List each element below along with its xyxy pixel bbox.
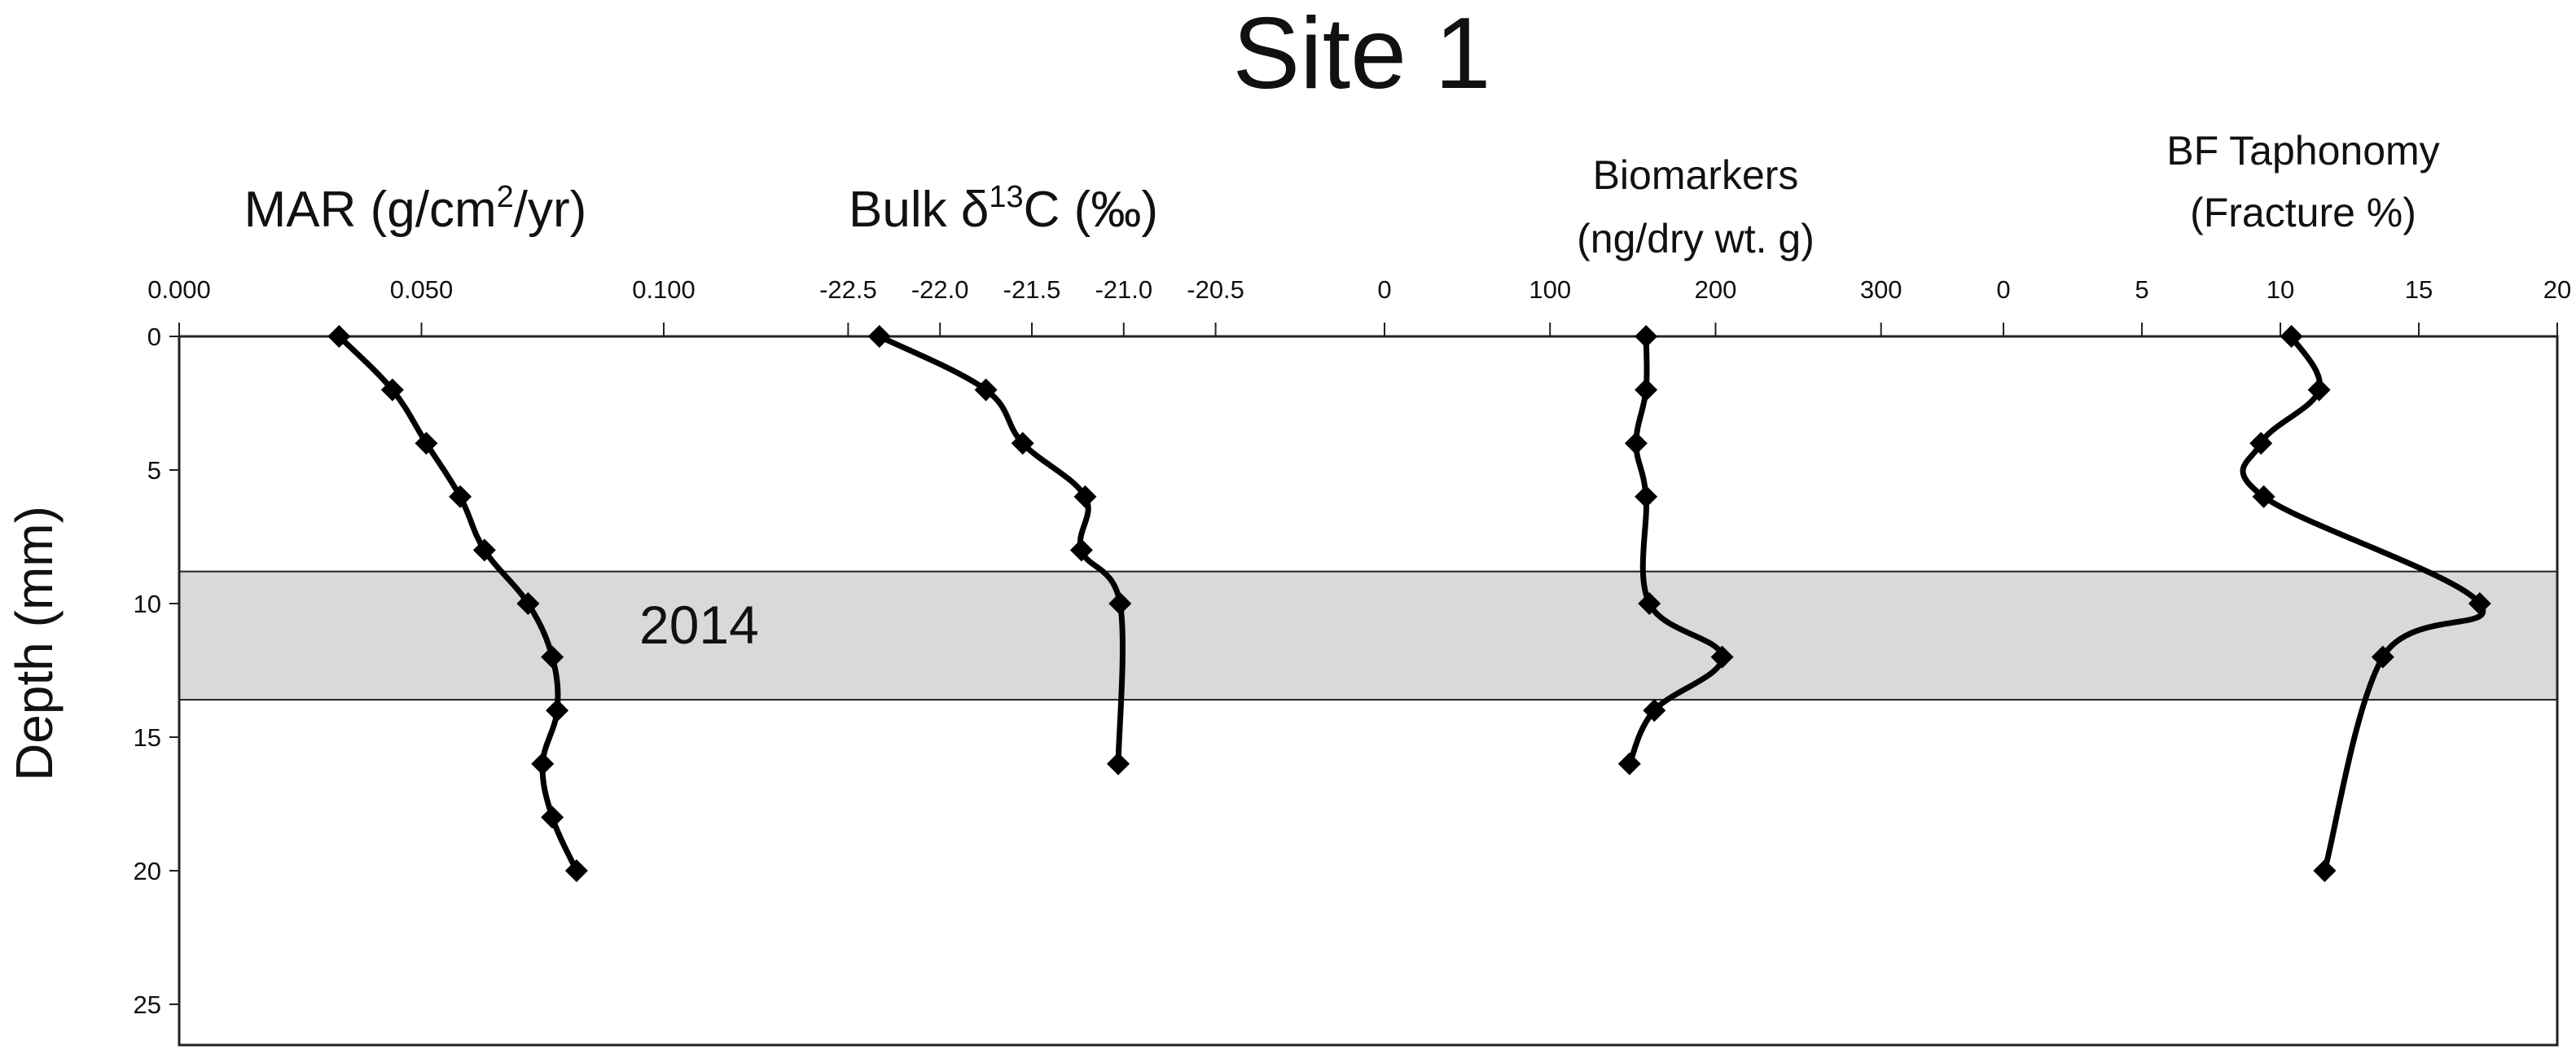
biomarkers-axis-title: Biomarkers bbox=[1593, 152, 1799, 198]
data-point-marker bbox=[2371, 645, 2394, 669]
d13c-axis-title-text: Bulk δ bbox=[849, 182, 989, 238]
y-tick-label: 10 bbox=[134, 590, 161, 618]
data-point-marker bbox=[2468, 592, 2491, 615]
x-tick-label-bf-taphonomy: 10 bbox=[2267, 275, 2294, 304]
data-point-marker bbox=[1635, 485, 1658, 508]
y-tick-label: 5 bbox=[147, 456, 161, 485]
x-tick-label-bulk-d13c: -22.5 bbox=[819, 275, 877, 304]
data-point-marker bbox=[531, 752, 555, 775]
x-tick-label-bulk-d13c: -21.0 bbox=[1095, 275, 1152, 304]
year-2014-band bbox=[178, 570, 2558, 701]
data-point-marker bbox=[1638, 592, 1661, 615]
d13c-axis-title: Bulk δ13C (‰) bbox=[849, 180, 1158, 238]
chart-title: Site 1 bbox=[1232, 0, 1490, 110]
data-point-marker bbox=[1108, 592, 1132, 615]
d13c-axis-title-unit: C (‰) bbox=[1024, 182, 1158, 238]
data-point-marker bbox=[1011, 432, 1034, 455]
series-line-biomarkers bbox=[1626, 333, 1726, 767]
mar-axis-title-superscript: 2 bbox=[497, 180, 514, 214]
x-tick-label-biomarkers: 200 bbox=[1695, 275, 1737, 304]
data-point-marker bbox=[867, 325, 891, 348]
data-point-marker bbox=[327, 325, 351, 348]
mar-axis-title-text: MAR (g/cm bbox=[244, 182, 497, 238]
data-point-marker bbox=[1643, 699, 1666, 722]
y-axis-label: Depth (mm) bbox=[5, 506, 64, 781]
mar-axis-title-unit: /yr) bbox=[514, 182, 587, 238]
data-point-marker bbox=[1069, 538, 1093, 562]
data-point-marker bbox=[415, 432, 438, 455]
y-tick-label: 0 bbox=[147, 323, 161, 351]
x-tick-label-mar: 0.000 bbox=[147, 275, 211, 304]
x-tick-label-bulk-d13c: -22.0 bbox=[911, 275, 969, 304]
d13c-axis-title-superscript: 13 bbox=[989, 180, 1023, 214]
mar-axis-title: MAR (g/cm2/yr) bbox=[244, 180, 587, 238]
data-point-marker bbox=[2313, 859, 2337, 882]
biomarkers-axis-subtitle: (ng/dry wt. g) bbox=[1577, 216, 1815, 261]
x-tick-label-biomarkers: 0 bbox=[1377, 275, 1391, 304]
data-point-marker bbox=[2280, 325, 2303, 348]
x-tick-label-bf-taphonomy: 0 bbox=[1996, 275, 2010, 304]
x-tick-label-biomarkers: 300 bbox=[1860, 275, 1902, 304]
axis-ticks: 0 5 10 15 20 25 0.000 0.050 0.100 -22.5 -22.0 -21.5… bbox=[134, 275, 2572, 1019]
data-point-marker bbox=[546, 699, 569, 722]
x-tick-label-mar: 0.050 bbox=[390, 275, 454, 304]
y-tick-label: 20 bbox=[134, 857, 161, 885]
data-point-marker bbox=[472, 538, 496, 562]
data-point-marker bbox=[2249, 432, 2273, 455]
taphonomy-axis-subtitle: (Fracture %) bbox=[2190, 190, 2416, 235]
data-point-marker bbox=[1073, 485, 1097, 508]
data-point-marker bbox=[449, 485, 472, 508]
data-point-marker bbox=[1710, 645, 1734, 669]
x-tick-label-biomarkers: 100 bbox=[1529, 275, 1571, 304]
x-tick-label-bf-taphonomy: 15 bbox=[2405, 275, 2433, 304]
data-point-marker bbox=[2307, 378, 2331, 402]
data-point-marker bbox=[564, 859, 588, 882]
year-2014-band-label: 2014 bbox=[639, 595, 759, 655]
x-tick-label-bulk-d13c: -21.5 bbox=[1003, 275, 1061, 304]
data-point-marker bbox=[516, 592, 540, 615]
x-tick-label-bulk-d13c: -20.5 bbox=[1187, 275, 1244, 304]
series-line-bf-taphonomy bbox=[2240, 333, 2486, 874]
y-tick-label: 15 bbox=[134, 723, 161, 752]
data-point-marker bbox=[2252, 485, 2275, 508]
data-point-marker bbox=[1624, 432, 1648, 455]
plot-frame bbox=[178, 335, 2559, 1047]
data-point-marker bbox=[1635, 325, 1658, 348]
data-point-marker bbox=[541, 645, 564, 669]
data-point-marker bbox=[1617, 752, 1641, 775]
x-tick-label-bf-taphonomy: 20 bbox=[2543, 275, 2571, 304]
data-point-marker bbox=[541, 806, 564, 829]
data-point-marker bbox=[974, 378, 998, 402]
data-point-marker bbox=[1635, 378, 1658, 402]
y-tick-label: 25 bbox=[134, 990, 161, 1019]
taphonomy-axis-title: BF Taphonomy bbox=[2166, 128, 2439, 173]
data-point-marker bbox=[380, 378, 404, 402]
x-tick-label-mar: 0.100 bbox=[632, 275, 696, 304]
data-series bbox=[327, 325, 2491, 882]
data-point-marker bbox=[1107, 752, 1130, 775]
x-tick-label-bf-taphonomy: 5 bbox=[2135, 275, 2148, 304]
